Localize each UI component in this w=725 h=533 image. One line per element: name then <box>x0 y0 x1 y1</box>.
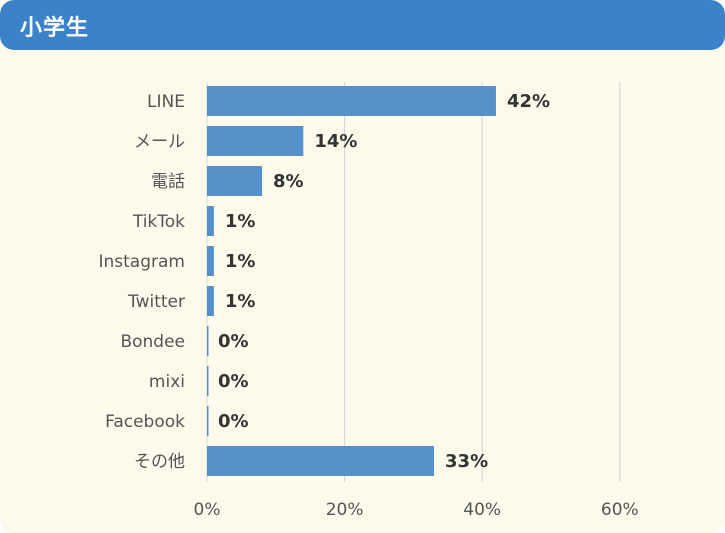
x-tick-label: 0% <box>194 500 221 520</box>
bar <box>207 86 496 116</box>
chart-title: 小学生 <box>20 16 90 41</box>
bar <box>207 206 214 236</box>
bar <box>207 446 435 476</box>
bar <box>207 406 209 436</box>
x-tick-label: 60% <box>601 500 639 520</box>
data-label: 42% <box>507 91 550 112</box>
category-label: LINE <box>147 92 185 112</box>
category-label: Instagram <box>99 252 186 272</box>
data-label: 1% <box>225 291 256 312</box>
data-label: 33% <box>445 451 488 472</box>
category-label: Facebook <box>105 412 185 432</box>
category-label: その他 <box>134 452 185 472</box>
header-bar: 小学生 <box>0 0 725 50</box>
x-tick-label: 40% <box>463 500 501 520</box>
category-label: 電話 <box>151 172 185 192</box>
bar <box>207 246 214 276</box>
data-label: 0% <box>218 331 249 352</box>
bar <box>207 166 263 196</box>
category-label: TikTok <box>132 212 185 232</box>
data-label: 14% <box>314 131 357 152</box>
x-tick-label: 20% <box>326 500 364 520</box>
bar <box>207 286 214 316</box>
category-label: メール <box>134 132 185 152</box>
data-label: 1% <box>225 211 256 232</box>
category-label: Twitter <box>127 292 185 312</box>
bar <box>207 126 304 156</box>
data-label: 0% <box>218 411 249 432</box>
data-label: 8% <box>273 171 304 192</box>
data-label: 0% <box>218 371 249 392</box>
bar <box>207 366 209 396</box>
bar <box>207 326 209 356</box>
category-label: mixi <box>149 372 185 392</box>
category-label: Bondee <box>120 332 185 352</box>
data-label: 1% <box>225 251 256 272</box>
